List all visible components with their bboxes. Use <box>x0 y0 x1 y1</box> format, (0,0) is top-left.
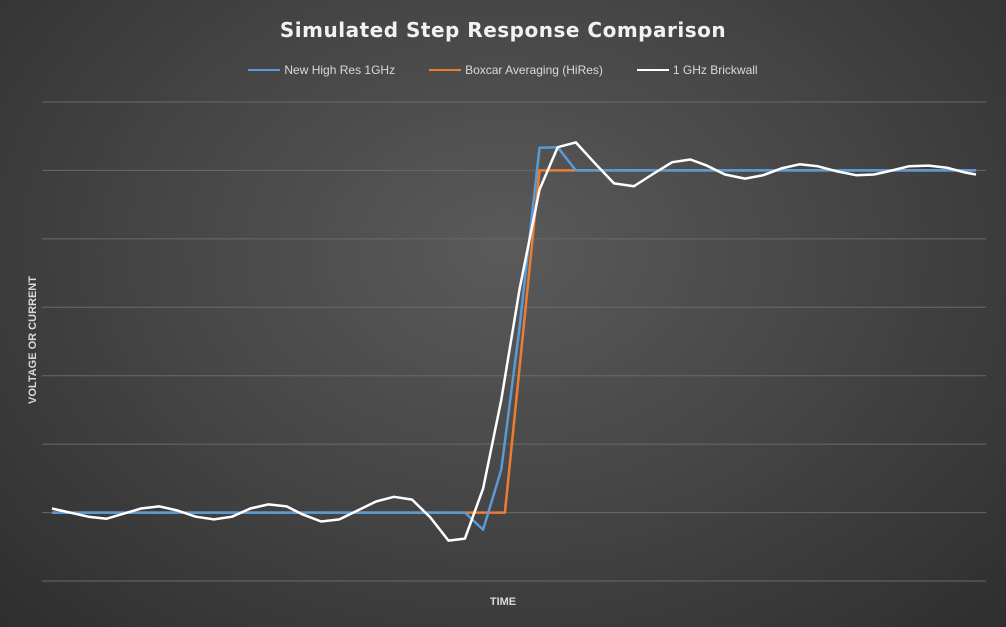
legend-label: 1 GHz Brickwall <box>672 63 758 77</box>
legend-swatch <box>429 69 462 71</box>
legend-label: New High Res 1GHz <box>284 63 396 77</box>
legend-swatch <box>636 69 669 71</box>
series-line-new-high-res-1ghz <box>52 145 976 531</box>
chart-title: Simulated Step Response Comparison <box>279 18 727 42</box>
legend-item-high-res: New High Res 1GHz <box>248 63 395 77</box>
series-line-1-ghz-brickwall <box>51 141 977 542</box>
legend-swatch <box>248 69 281 71</box>
x-axis-title: TIME <box>489 596 517 608</box>
legend: New High Res 1GHz Boxcar Averaging (HiRe… <box>0 63 1006 77</box>
legend-item-brickwall: 1 GHz Brickwall <box>636 63 758 77</box>
legend-label: Boxcar Averaging (HiRes) <box>465 63 603 77</box>
legend-item-boxcar: Boxcar Averaging (HiRes) <box>429 63 603 77</box>
y-axis-title: VOLTAGE OR CURRENT <box>27 276 39 404</box>
series-line-boxcar-averaging-hires- <box>52 169 976 514</box>
